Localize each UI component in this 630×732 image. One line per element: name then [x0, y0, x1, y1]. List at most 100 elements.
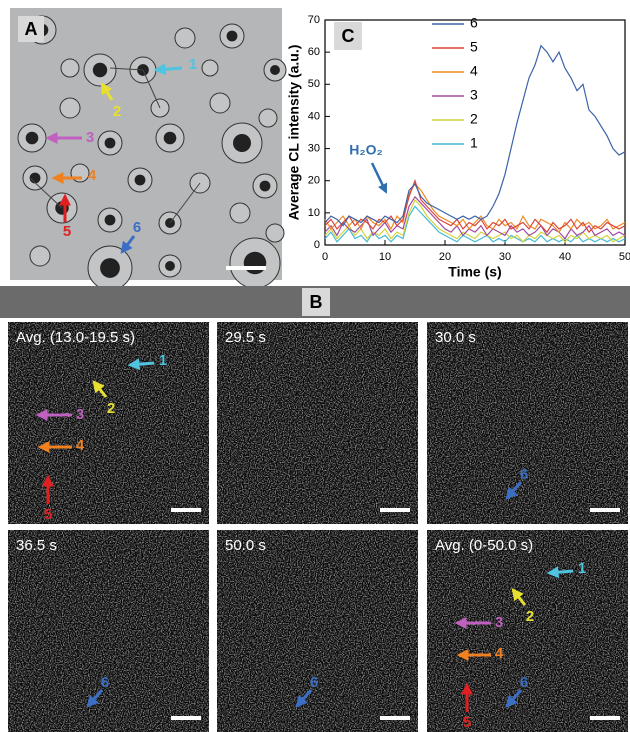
x-axis-label: Time (s): [448, 264, 501, 280]
scale-bar: [171, 508, 201, 512]
panel-b: Avg. (13.0-19.5 s) 1 2 3 4 5 29.5 s 30.0 s 6 36.5…: [8, 322, 628, 732]
panel-label-box: [334, 22, 362, 50]
arrow: [153, 63, 183, 76]
cell: [104, 137, 116, 149]
connector: [29, 177, 63, 209]
arrow: [505, 689, 523, 708]
legend-label: 5: [470, 39, 478, 55]
legend-label: 3: [470, 87, 478, 103]
arrow-label: 2: [107, 400, 115, 417]
droplet: [174, 27, 196, 49]
scale-bar: [380, 508, 410, 512]
arrow: [92, 380, 108, 398]
cell: [163, 131, 177, 145]
connector: [142, 69, 161, 109]
legend-label: 2: [470, 111, 478, 127]
time-label: 30.0 s: [435, 329, 476, 346]
legend-label: 6: [470, 15, 478, 31]
noise: [8, 322, 209, 524]
arrow-label: 5: [44, 506, 52, 523]
y-tick-label: 70: [308, 14, 320, 26]
annotation: H₂O₂: [349, 142, 382, 158]
series-line: [324, 205, 626, 243]
droplet: [265, 223, 285, 243]
noise: [217, 530, 418, 732]
series-line: [324, 195, 626, 240]
series-line: [324, 182, 626, 234]
chart: 0 10 20 30 40 50 60 70 0 10 20 30 40 50 Time (s) Averag…: [286, 14, 630, 280]
scale-bar: [171, 716, 201, 720]
x-tick-label: 50: [619, 251, 630, 263]
y-tick-label: 10: [308, 207, 320, 219]
droplet: [59, 97, 81, 119]
y-axis-label: Average CL intensity (a.u.): [286, 45, 302, 221]
connector: [109, 67, 144, 71]
y-tick-label: 40: [308, 110, 320, 122]
cell: [92, 62, 108, 78]
noise: [8, 530, 209, 732]
panel-label: B: [310, 292, 323, 312]
arrow: [86, 689, 104, 708]
time-label: 50.0 s: [225, 537, 266, 554]
x-tick-label: 0: [322, 251, 328, 263]
cell: [104, 214, 116, 226]
arrow-label: 5: [463, 714, 471, 731]
annotation-arrow: [370, 162, 388, 194]
arrow-label: 1: [159, 352, 167, 369]
arrow: [295, 689, 313, 708]
arrow-label: 3: [495, 614, 503, 631]
time-label: 36.5 s: [16, 537, 57, 554]
panel-label: A: [25, 19, 38, 39]
arrow-label: 6: [520, 674, 528, 691]
series-line: [324, 198, 626, 243]
series-line: [324, 44, 626, 227]
scale-bar: [226, 266, 266, 270]
scale-bar: [590, 508, 620, 512]
arrow: [120, 235, 136, 254]
arrow: [511, 588, 527, 606]
arrow-label: 4: [495, 645, 504, 662]
cell: [226, 30, 238, 42]
y-tick-label: 60: [308, 46, 320, 58]
noise: [427, 322, 628, 524]
scale-bar: [590, 716, 620, 720]
droplet: [201, 59, 219, 77]
cell: [25, 131, 39, 145]
arrow: [100, 81, 114, 101]
plot-frame: [324, 19, 626, 246]
droplet: [209, 92, 231, 114]
droplet: [258, 108, 278, 128]
series-line: [324, 178, 626, 234]
y-tick-label: 0: [314, 239, 320, 251]
arrow-label: 3: [76, 406, 84, 423]
x-tick-label: 40: [559, 251, 571, 263]
arrow: [546, 566, 574, 579]
cell: [29, 172, 41, 184]
arrow-label: 2: [113, 103, 121, 120]
cell: [243, 251, 267, 275]
panel-label-box: [302, 288, 330, 316]
legend-label: 4: [470, 63, 478, 79]
cell: [259, 180, 271, 192]
arrow-label: 4: [76, 437, 85, 454]
noise: [427, 530, 628, 732]
scale-bar: [380, 716, 410, 720]
arrow-label: 6: [520, 466, 528, 483]
arrow-label: 4: [88, 167, 97, 184]
noise: [217, 322, 418, 524]
x-tick-label: 30: [499, 251, 511, 263]
arrow-label: 1: [189, 56, 197, 73]
y-tick-label: 50: [308, 78, 320, 90]
arrow-label: 1: [578, 560, 586, 577]
time-label: 29.5 s: [225, 329, 266, 346]
legend-label: 1: [470, 135, 478, 151]
arrow-label: 6: [101, 674, 109, 691]
panel-a: 1 2 3 4 5 6: [10, 8, 287, 291]
droplet: [60, 58, 80, 78]
panel-label-box: [18, 16, 44, 42]
cell: [134, 174, 146, 186]
cell: [270, 65, 280, 75]
time-label: Avg. (0-50.0 s): [435, 537, 533, 554]
arrow: [505, 481, 523, 500]
